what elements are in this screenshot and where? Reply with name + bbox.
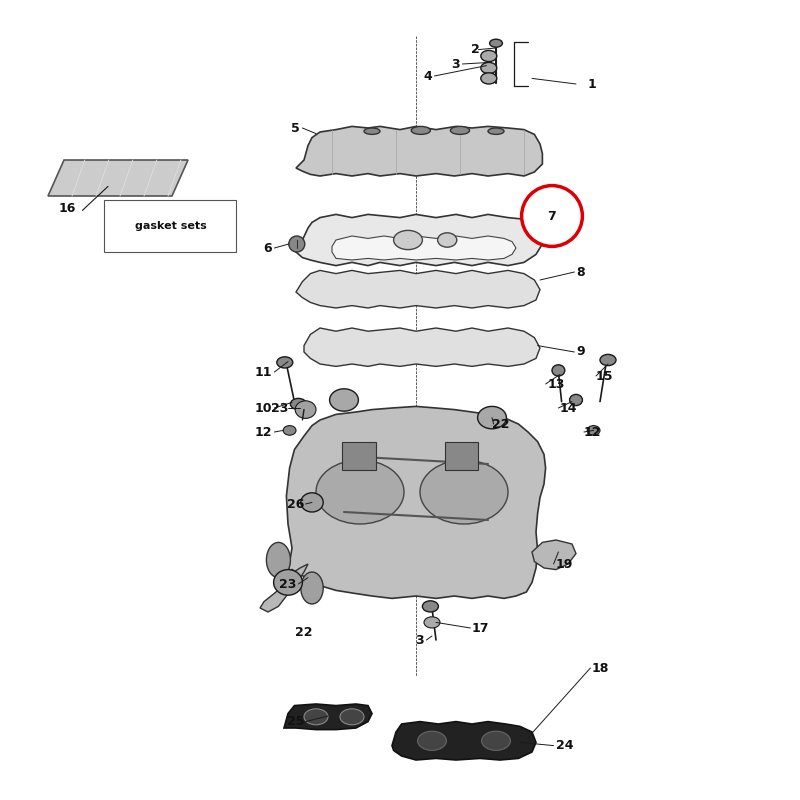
- Text: 2: 2: [471, 43, 480, 56]
- Text: 23: 23: [270, 402, 288, 414]
- Ellipse shape: [266, 542, 290, 578]
- Polygon shape: [260, 564, 308, 612]
- Text: 3: 3: [415, 634, 424, 646]
- Text: 3: 3: [451, 58, 460, 70]
- Ellipse shape: [482, 731, 510, 750]
- Ellipse shape: [295, 401, 316, 418]
- Polygon shape: [286, 406, 546, 598]
- Text: 16: 16: [58, 202, 76, 214]
- Ellipse shape: [424, 617, 440, 628]
- Ellipse shape: [340, 709, 364, 725]
- Ellipse shape: [552, 365, 565, 376]
- Ellipse shape: [289, 236, 305, 252]
- Ellipse shape: [420, 460, 508, 524]
- Ellipse shape: [478, 406, 506, 429]
- Text: 23: 23: [278, 578, 296, 590]
- Ellipse shape: [600, 354, 616, 366]
- Text: gasket sets: gasket sets: [134, 222, 206, 231]
- Polygon shape: [296, 126, 542, 176]
- Text: 4: 4: [423, 70, 432, 82]
- Ellipse shape: [481, 50, 497, 62]
- Polygon shape: [296, 214, 542, 266]
- Text: 11: 11: [254, 366, 272, 378]
- Polygon shape: [296, 270, 540, 308]
- Ellipse shape: [274, 570, 302, 595]
- Ellipse shape: [283, 426, 296, 435]
- Ellipse shape: [411, 126, 430, 134]
- Bar: [445, 442, 478, 470]
- Text: 13: 13: [548, 378, 566, 390]
- Text: 1: 1: [588, 78, 597, 90]
- Text: 12: 12: [254, 426, 272, 438]
- Bar: [342, 442, 376, 470]
- Circle shape: [522, 186, 582, 246]
- Polygon shape: [392, 722, 536, 760]
- Text: 22: 22: [492, 418, 510, 430]
- Ellipse shape: [570, 394, 582, 406]
- Text: 17: 17: [472, 622, 490, 634]
- Text: 5: 5: [291, 122, 300, 134]
- Text: 26: 26: [286, 498, 304, 510]
- Text: 12: 12: [584, 426, 602, 438]
- Text: 8: 8: [576, 266, 585, 278]
- Text: 24: 24: [556, 739, 574, 752]
- Ellipse shape: [304, 709, 328, 725]
- Text: 22: 22: [294, 626, 312, 638]
- Text: 9: 9: [576, 346, 585, 358]
- Ellipse shape: [587, 426, 600, 435]
- Polygon shape: [332, 236, 516, 260]
- Ellipse shape: [301, 493, 323, 512]
- Text: 7: 7: [548, 210, 556, 222]
- Ellipse shape: [364, 128, 380, 134]
- Text: 15: 15: [596, 370, 614, 382]
- Text: 19: 19: [556, 558, 574, 570]
- Ellipse shape: [330, 389, 358, 411]
- Polygon shape: [284, 704, 372, 730]
- Ellipse shape: [418, 731, 446, 750]
- Ellipse shape: [277, 357, 293, 368]
- Polygon shape: [48, 160, 188, 196]
- Text: 18: 18: [592, 662, 610, 674]
- Ellipse shape: [481, 62, 497, 74]
- Ellipse shape: [316, 460, 404, 524]
- Ellipse shape: [481, 73, 497, 84]
- Text: 25: 25: [286, 715, 304, 728]
- FancyBboxPatch shape: [104, 200, 236, 252]
- Ellipse shape: [301, 572, 323, 604]
- Polygon shape: [304, 328, 540, 366]
- Polygon shape: [532, 540, 576, 570]
- Ellipse shape: [450, 126, 470, 134]
- Text: 14: 14: [560, 402, 578, 414]
- Ellipse shape: [488, 128, 504, 134]
- Ellipse shape: [422, 601, 438, 612]
- Text: 10: 10: [254, 402, 272, 414]
- Ellipse shape: [490, 39, 502, 47]
- Ellipse shape: [394, 230, 422, 250]
- Ellipse shape: [438, 233, 457, 247]
- Ellipse shape: [290, 398, 306, 410]
- Text: 6: 6: [263, 242, 272, 254]
